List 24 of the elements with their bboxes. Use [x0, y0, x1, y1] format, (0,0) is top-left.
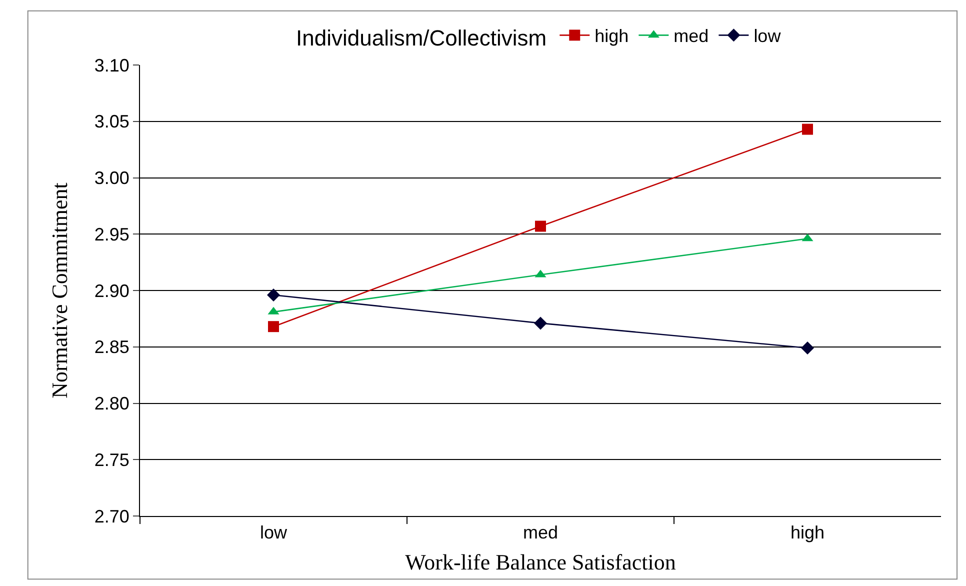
point [268, 321, 279, 332]
x-axis-title: Work-life Balance Satisfaction [405, 550, 676, 574]
y-tick-label: 3.00 [94, 168, 130, 188]
y-tick-label: 3.05 [94, 112, 130, 132]
y-tick-label: 2.90 [94, 280, 130, 301]
legend-label: high [594, 26, 629, 46]
y-tick-label: 3.10 [94, 55, 130, 76]
legend-label: med [674, 26, 709, 46]
y-tick-label: 2.70 [94, 506, 130, 526]
point [267, 288, 280, 302]
legend-title: Individualism/Collectivism [296, 26, 547, 51]
x-tick-label: high [790, 522, 825, 543]
y-tick-label: 2.95 [94, 224, 130, 244]
y-axis-title: Normative Commitment [47, 182, 72, 398]
y-tick-label: 2.85 [94, 337, 130, 358]
y-tick-label: 2.75 [94, 450, 130, 470]
point [802, 124, 813, 135]
point [535, 220, 546, 232]
y-tick-label: 2.80 [94, 394, 130, 414]
x-tick-label: med [522, 522, 558, 543]
point [534, 316, 547, 330]
point [801, 342, 814, 354]
legend-label: low [754, 26, 782, 46]
x-tick-label: low [260, 522, 288, 543]
